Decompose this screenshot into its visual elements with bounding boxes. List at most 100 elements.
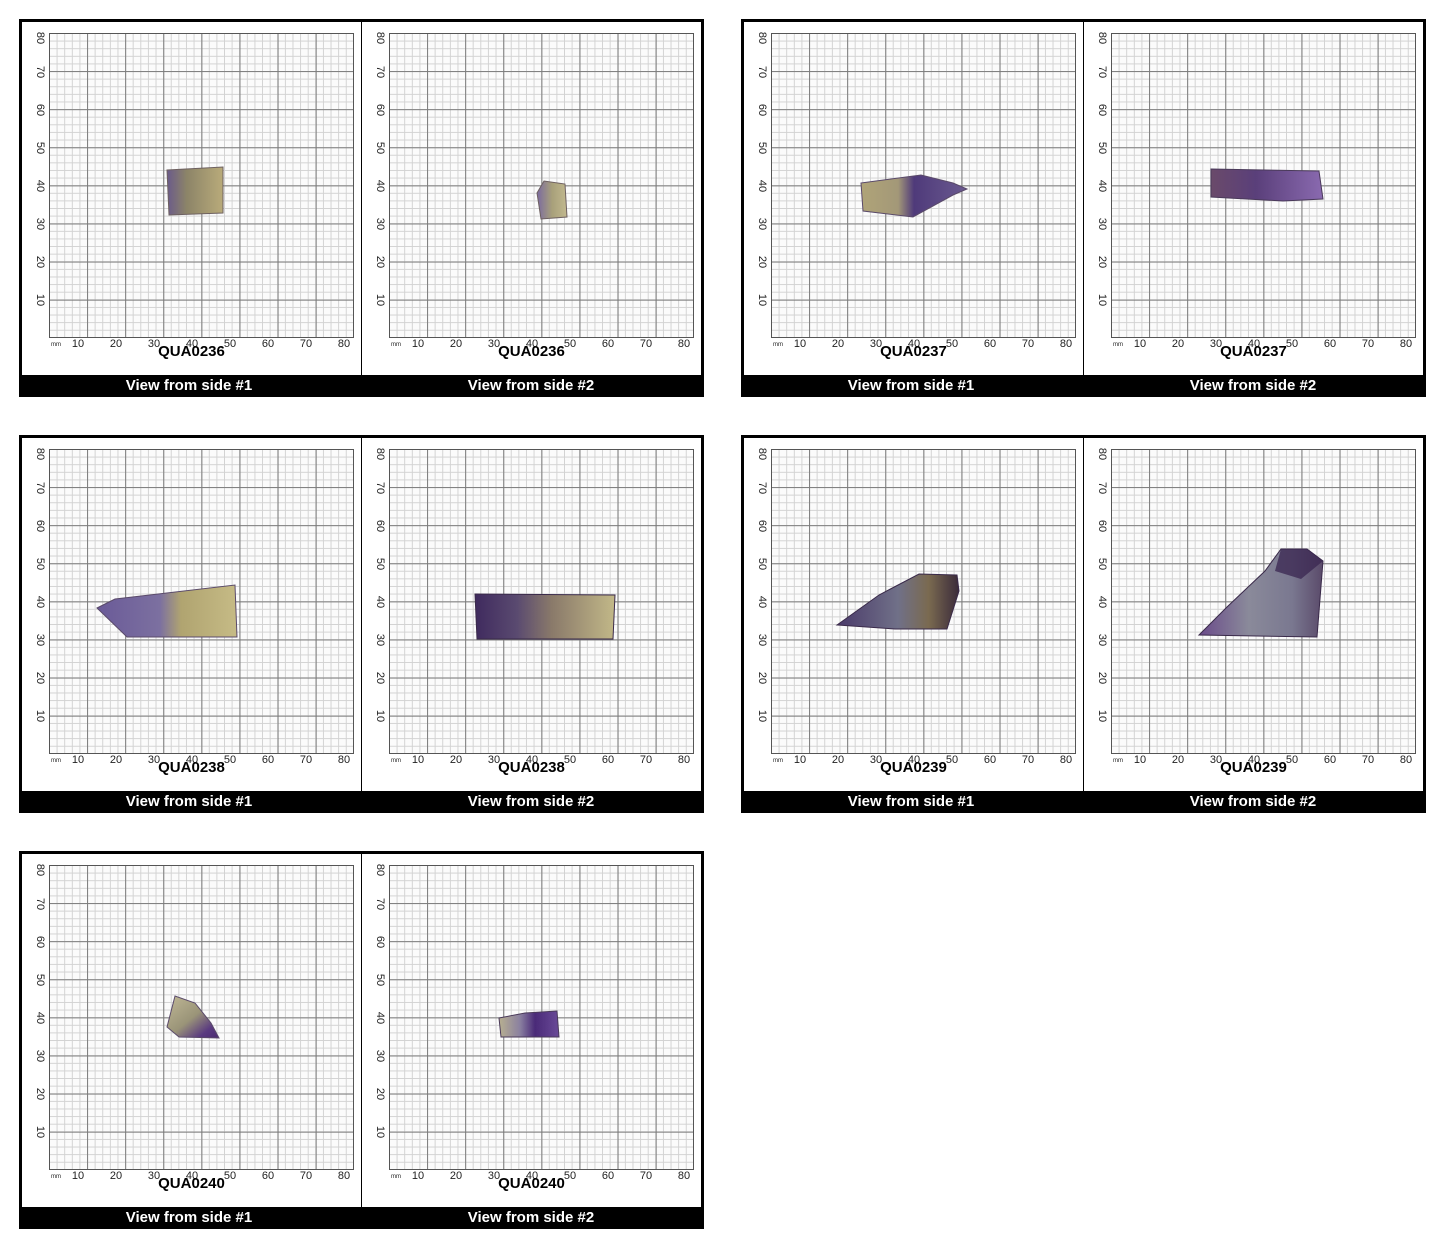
x-tick: 20: [449, 338, 463, 350]
mm-grid: [1111, 33, 1416, 338]
y-tick: 70: [374, 897, 386, 911]
photo-panel-side-2: mm 10 20 30 40 50 60 70 80 10 20 30 40 5…: [362, 854, 701, 1207]
y-tick: 50: [34, 557, 46, 571]
x-tick: 80: [1059, 338, 1073, 350]
view-label-side-1: View from side #1: [125, 793, 253, 810]
view-label-side-2: View from side #2: [467, 1209, 595, 1226]
x-tick: 30: [1209, 754, 1223, 766]
photo-panel-side-1: mm 10 20 30 40 50 60 70 80 10 20 30 40 5…: [744, 22, 1083, 375]
x-tick: 80: [337, 754, 351, 766]
x-tick: 10: [1133, 754, 1147, 766]
x-tick: 70: [1021, 338, 1035, 350]
x-tick: 20: [449, 1170, 463, 1182]
x-tick: 80: [337, 338, 351, 350]
y-tick: 70: [1096, 65, 1108, 79]
specimen-id: QUA0237: [880, 343, 947, 360]
x-tick: 60: [261, 754, 275, 766]
x-tick: 10: [1133, 338, 1147, 350]
x-tick: 50: [223, 754, 237, 766]
x-tick: 30: [487, 754, 501, 766]
photo-panel-side-2: mm 10 20 30 40 50 60 70 80 10 20 30 40 5…: [1084, 22, 1423, 375]
y-tick: 80: [374, 863, 386, 877]
y-tick: 70: [34, 897, 46, 911]
y-tick: 40: [34, 179, 46, 193]
x-tick: 70: [1361, 338, 1375, 350]
x-tick: 10: [793, 754, 807, 766]
x-tick: 50: [945, 754, 959, 766]
unit-label: mm: [51, 342, 61, 348]
unit-label: mm: [1113, 342, 1123, 348]
y-tick: 50: [34, 141, 46, 155]
x-tick: 10: [411, 754, 425, 766]
y-tick: 30: [34, 633, 46, 647]
x-tick: 20: [1171, 338, 1185, 350]
view-label-side-2: View from side #2: [1189, 793, 1317, 810]
crystal-photo: [474, 593, 616, 640]
x-tick: 60: [1323, 338, 1337, 350]
x-tick: 70: [639, 1170, 653, 1182]
view-label-side-1: View from side #1: [125, 1209, 253, 1226]
x-tick: 50: [1285, 754, 1299, 766]
crystal-photo: [498, 1010, 560, 1038]
crystal-photo: [1197, 548, 1324, 638]
x-tick: 70: [299, 754, 313, 766]
x-tick: 80: [677, 754, 691, 766]
y-tick: 20: [374, 671, 386, 685]
y-tick: 20: [374, 255, 386, 269]
x-tick: 30: [869, 754, 883, 766]
unit-label: mm: [391, 1174, 401, 1180]
photo-panel-side-1: mm 10 20 30 40 50 60 70 80 10 20 30 40 5…: [22, 22, 361, 375]
y-tick: 40: [34, 595, 46, 609]
y-tick: 50: [374, 973, 386, 987]
y-tick: 80: [756, 31, 768, 45]
y-tick: 10: [34, 709, 46, 723]
y-tick: 60: [1096, 103, 1108, 117]
y-tick: 10: [374, 709, 386, 723]
x-tick: 30: [487, 1170, 501, 1182]
specimen-card-qua0236: mm 10 20 30 40 50 60 70 80 10 20 30 40 5…: [19, 19, 704, 397]
x-tick: 70: [299, 1170, 313, 1182]
x-tick: 80: [337, 1170, 351, 1182]
x-tick: 50: [945, 338, 959, 350]
y-tick: 50: [756, 557, 768, 571]
unit-label: mm: [391, 342, 401, 348]
y-tick: 60: [756, 103, 768, 117]
x-tick: 50: [223, 1170, 237, 1182]
unit-label: mm: [51, 1174, 61, 1180]
y-tick: 40: [374, 179, 386, 193]
y-tick: 10: [1096, 293, 1108, 307]
x-tick: 40: [185, 1170, 199, 1182]
x-tick: 80: [677, 338, 691, 350]
y-tick: 50: [1096, 141, 1108, 155]
y-tick: 60: [34, 103, 46, 117]
y-tick: 40: [34, 1011, 46, 1025]
y-tick: 10: [374, 293, 386, 307]
y-tick: 30: [756, 633, 768, 647]
x-tick: 40: [907, 338, 921, 350]
specimen-id: QUA0240: [498, 1175, 565, 1192]
y-tick: 10: [756, 709, 768, 723]
y-tick: 80: [1096, 31, 1108, 45]
x-tick: 40: [525, 1170, 539, 1182]
y-tick: 50: [34, 973, 46, 987]
y-tick: 60: [374, 519, 386, 533]
y-tick: 70: [756, 65, 768, 79]
x-tick: 20: [109, 338, 123, 350]
y-tick: 20: [756, 255, 768, 269]
y-tick: 80: [374, 447, 386, 461]
x-tick: 60: [601, 754, 615, 766]
x-tick: 10: [411, 338, 425, 350]
y-tick: 20: [756, 671, 768, 685]
photo-panel-side-2: mm 10 20 30 40 50 60 70 80 10 20 30 40 5…: [1084, 438, 1423, 791]
x-tick: 40: [1247, 754, 1261, 766]
x-tick: 60: [261, 338, 275, 350]
photo-panel-side-2: mm 10 20 30 40 50 60 70 80 10 20 30 40 5…: [362, 22, 701, 375]
x-tick: 50: [1285, 338, 1299, 350]
view-label-side-2: View from side #2: [1189, 377, 1317, 394]
y-tick: 70: [756, 481, 768, 495]
y-tick: 50: [756, 141, 768, 155]
y-tick: 70: [34, 65, 46, 79]
x-tick: 60: [601, 1170, 615, 1182]
x-tick: 10: [793, 338, 807, 350]
x-tick: 30: [147, 754, 161, 766]
